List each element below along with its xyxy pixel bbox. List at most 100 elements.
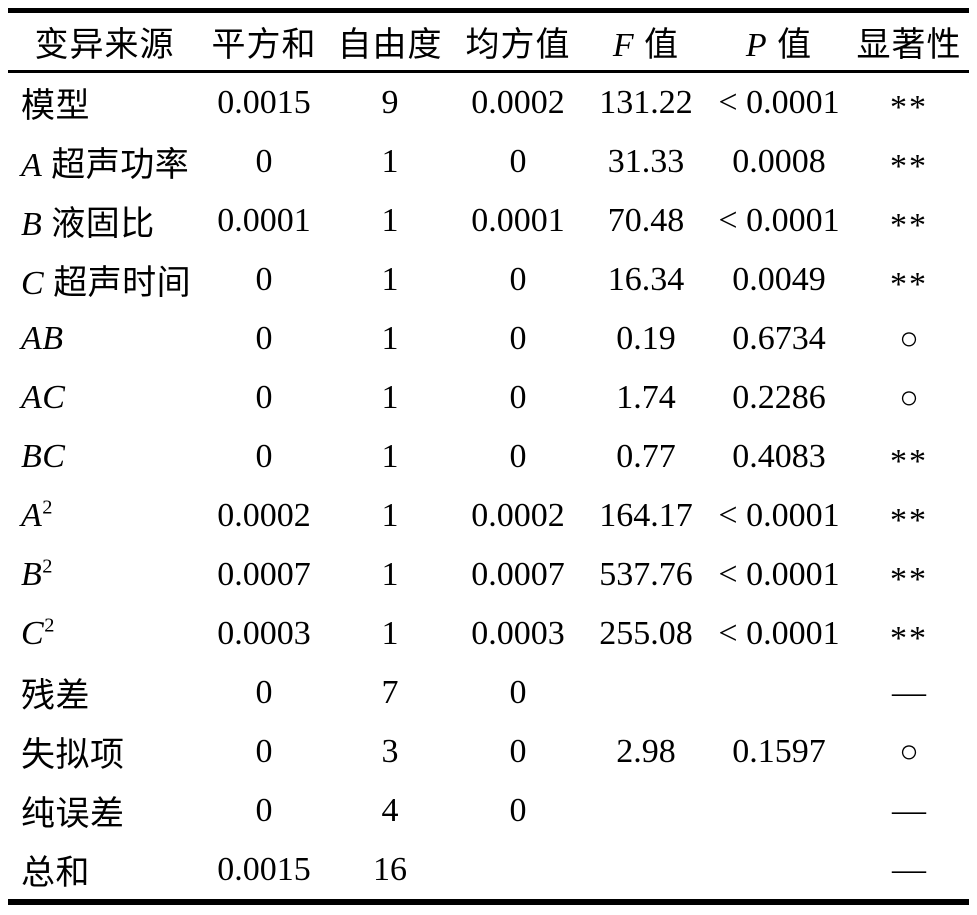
cell-source: 纯误差 bbox=[8, 781, 201, 840]
value-ms: 0.0002 bbox=[471, 83, 565, 121]
cell-ss: 0 bbox=[201, 368, 327, 427]
source-label: 超声时间 bbox=[44, 265, 192, 302]
cell-ss: 0 bbox=[201, 250, 327, 309]
value-f: 31.33 bbox=[607, 142, 685, 180]
column-header-ms: 均方值 bbox=[453, 10, 583, 73]
factor-letter: AC bbox=[21, 378, 66, 416]
value-ms: 0 bbox=[509, 378, 527, 416]
cell-f: 164.17 bbox=[583, 486, 709, 545]
cell-p: < 0.0001 bbox=[709, 486, 849, 545]
cell-ms: 0 bbox=[453, 722, 583, 781]
value-f: 2.98 bbox=[616, 732, 676, 770]
cell-ss: 0 bbox=[201, 309, 327, 368]
cell-f: 537.76 bbox=[583, 545, 709, 604]
value-p: < 0.0001 bbox=[718, 555, 840, 593]
significance-marker: ○ bbox=[899, 319, 919, 356]
cell-df: 3 bbox=[327, 722, 453, 781]
cell-df: 1 bbox=[327, 604, 453, 663]
cell-df: 1 bbox=[327, 545, 453, 604]
column-header-p: P 值 bbox=[709, 10, 849, 73]
table-row: AB 0 1 0 0.19 0.6734 ○ bbox=[8, 309, 969, 368]
column-header-ss: 平方和 bbox=[201, 10, 327, 73]
cell-p: < 0.0001 bbox=[709, 545, 849, 604]
header-italic-letter: F bbox=[612, 27, 635, 64]
cell-ms: 0 bbox=[453, 427, 583, 486]
value-f: 70.48 bbox=[607, 201, 685, 239]
value-f: 164.17 bbox=[599, 496, 693, 534]
cell-p: < 0.0001 bbox=[709, 604, 849, 663]
cell-ss: 0 bbox=[201, 663, 327, 722]
header-label: 自由度 bbox=[337, 27, 443, 64]
cell-f: 0.77 bbox=[583, 427, 709, 486]
cell-ss: 0 bbox=[201, 781, 327, 840]
cell-f: 31.33 bbox=[583, 132, 709, 191]
table-row: C2 0.0003 1 0.0003 255.08 < 0.0001 ** bbox=[8, 604, 969, 663]
value-df: 1 bbox=[381, 142, 399, 180]
cell-source: 总和 bbox=[8, 840, 201, 902]
cell-ms: 0 bbox=[453, 781, 583, 840]
cell-df: 1 bbox=[327, 368, 453, 427]
cell-df: 1 bbox=[327, 250, 453, 309]
column-header-sig: 显著性 bbox=[849, 10, 969, 73]
cell-f bbox=[583, 663, 709, 722]
table-row: B 液固比 0.0001 1 0.0001 70.48 < 0.0001 ** bbox=[8, 191, 969, 250]
value-p: 0.0049 bbox=[732, 260, 826, 298]
significance-marker: ** bbox=[890, 502, 928, 540]
value-df: 7 bbox=[381, 673, 399, 711]
cell-source: BC bbox=[8, 427, 201, 486]
superscript: 2 bbox=[42, 496, 53, 519]
factor-letter: B bbox=[21, 206, 43, 243]
value-ms: 0.0007 bbox=[471, 555, 565, 593]
cell-df: 1 bbox=[327, 486, 453, 545]
value-ss: 0 bbox=[255, 791, 273, 829]
table-row: AC 0 1 0 1.74 0.2286 ○ bbox=[8, 368, 969, 427]
cell-sig: ** bbox=[849, 545, 969, 604]
cell-ms: 0.0002 bbox=[453, 72, 583, 133]
value-df: 1 bbox=[381, 260, 399, 298]
cell-source: AC bbox=[8, 368, 201, 427]
cell-f: 70.48 bbox=[583, 191, 709, 250]
cell-p: 0.6734 bbox=[709, 309, 849, 368]
cell-source: B 液固比 bbox=[8, 191, 201, 250]
value-ms: 0 bbox=[509, 142, 527, 180]
table-row: 失拟项 0 3 0 2.98 0.1597 ○ bbox=[8, 722, 969, 781]
cell-ss: 0 bbox=[201, 722, 327, 781]
cell-df: 16 bbox=[327, 840, 453, 902]
superscript: 2 bbox=[44, 614, 55, 637]
cell-source: 残差 bbox=[8, 663, 201, 722]
cell-sig: — bbox=[849, 663, 969, 722]
cell-ms bbox=[453, 840, 583, 902]
column-header-df: 自由度 bbox=[327, 10, 453, 73]
factor-letter: A bbox=[21, 496, 43, 534]
cell-df: 1 bbox=[327, 132, 453, 191]
factor-letter: C bbox=[21, 265, 45, 302]
cell-ss: 0 bbox=[201, 427, 327, 486]
value-df: 16 bbox=[373, 850, 407, 888]
cell-source: B2 bbox=[8, 545, 201, 604]
source-label: 失拟项 bbox=[21, 737, 125, 774]
cell-ms: 0.0002 bbox=[453, 486, 583, 545]
value-f: 537.76 bbox=[599, 555, 693, 593]
cell-p: 0.0008 bbox=[709, 132, 849, 191]
cell-sig: ** bbox=[849, 604, 969, 663]
cell-source: C 超声时间 bbox=[8, 250, 201, 309]
cell-ss: 0.0002 bbox=[201, 486, 327, 545]
cell-ss: 0.0015 bbox=[201, 72, 327, 133]
cell-sig: — bbox=[849, 840, 969, 902]
cell-p bbox=[709, 663, 849, 722]
table-row: 残差 0 7 0 — bbox=[8, 663, 969, 722]
cell-ms: 0 bbox=[453, 663, 583, 722]
value-df: 1 bbox=[381, 555, 399, 593]
source-label: 总和 bbox=[21, 855, 90, 892]
cell-p bbox=[709, 781, 849, 840]
factor-letter: C bbox=[21, 614, 45, 652]
cell-p: 0.2286 bbox=[709, 368, 849, 427]
cell-f: 255.08 bbox=[583, 604, 709, 663]
cell-ss: 0.0001 bbox=[201, 191, 327, 250]
column-header-source: 变异来源 bbox=[8, 10, 201, 73]
cell-p: 0.0049 bbox=[709, 250, 849, 309]
value-ss: 0 bbox=[255, 319, 273, 357]
column-header-f: F 值 bbox=[583, 10, 709, 73]
value-df: 3 bbox=[381, 732, 399, 770]
